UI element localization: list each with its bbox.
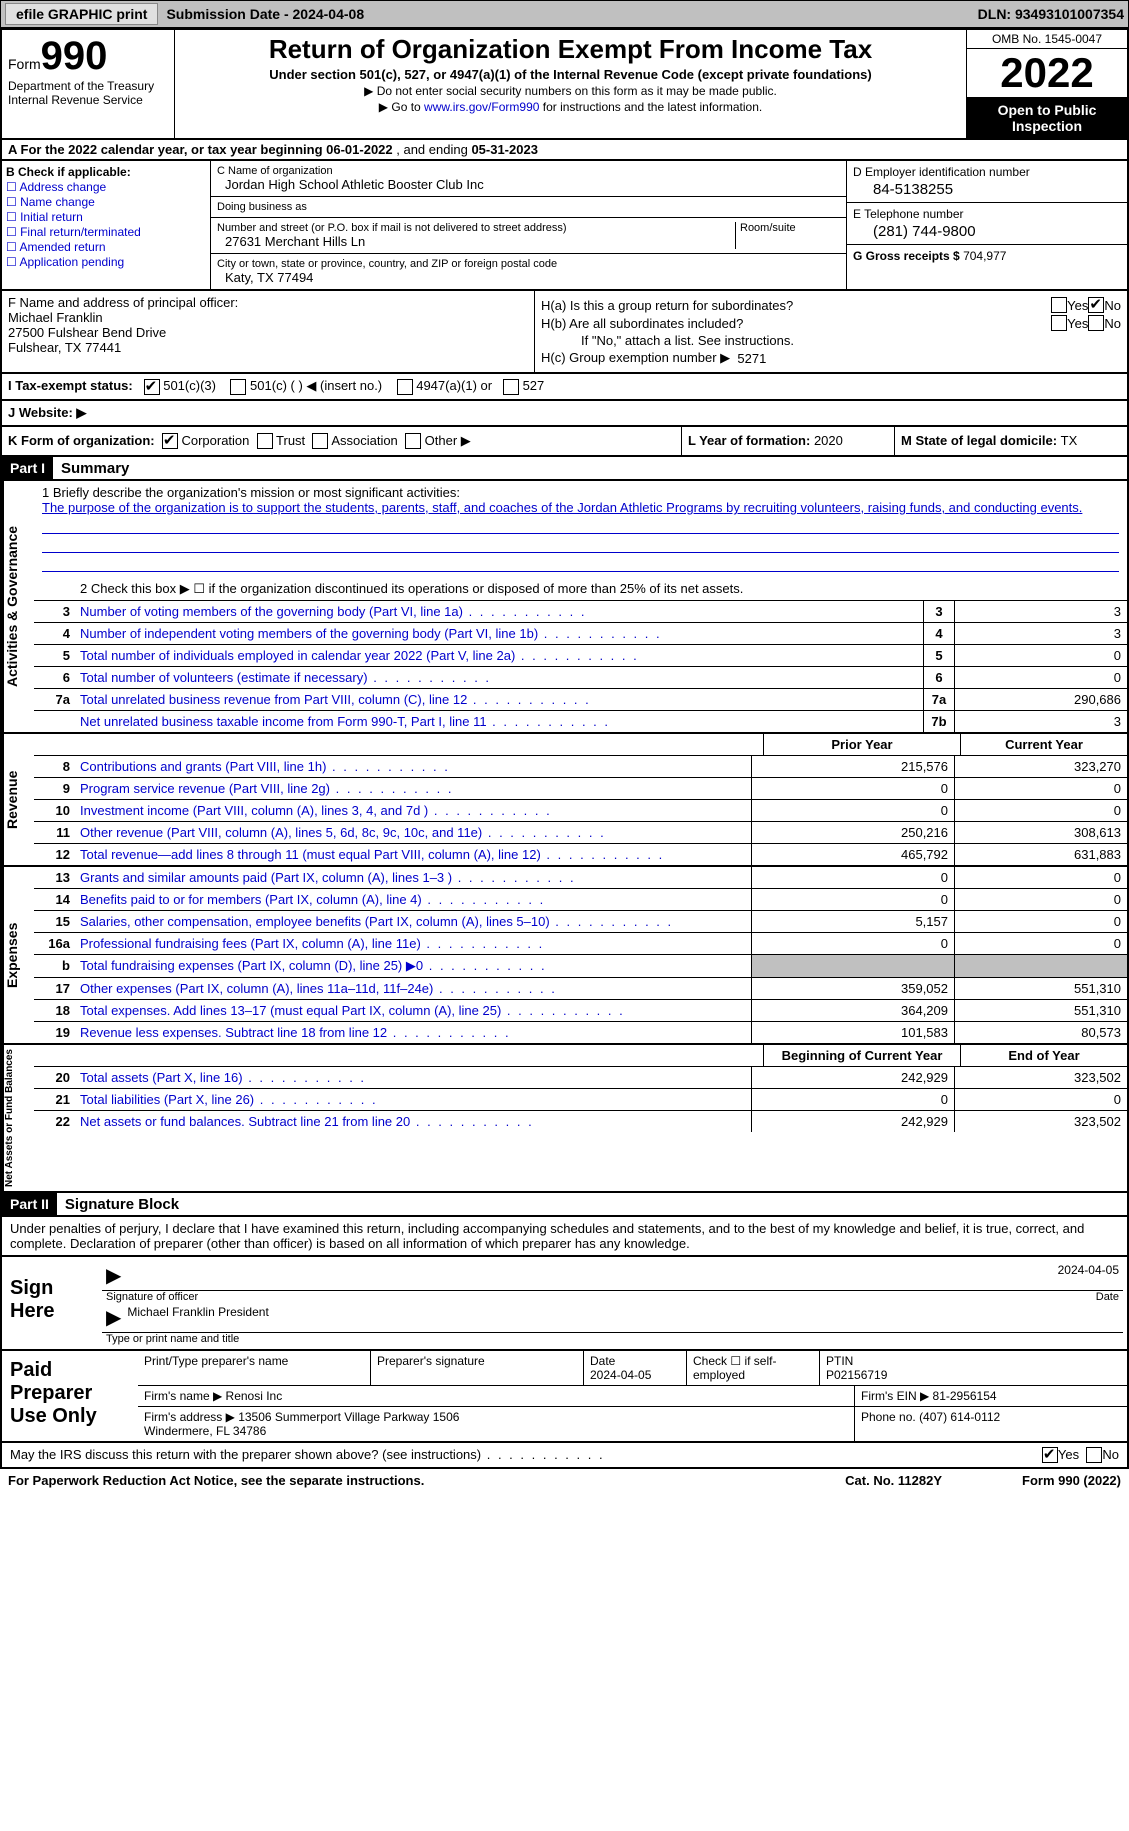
chk-4947[interactable] xyxy=(397,379,413,395)
part2-header: Part II xyxy=(2,1193,57,1215)
chk-address-change[interactable]: ☐ Address change xyxy=(6,180,206,194)
page-footer: For Paperwork Reduction Act Notice, see … xyxy=(0,1469,1129,1492)
col-de: D Employer identification number84-51382… xyxy=(846,161,1127,289)
efile-print-button[interactable]: efile GRAPHIC print xyxy=(5,3,158,25)
vtab-activities: Activities & Governance xyxy=(2,481,34,732)
chk-501c3[interactable] xyxy=(144,379,160,395)
org-city: Katy, TX 77494 xyxy=(225,270,840,285)
line2: 2 Check this box ▶ ☐ if the organization… xyxy=(76,578,1127,600)
org-name: Jordan High School Athletic Booster Club… xyxy=(225,177,840,192)
vtab-revenue: Revenue xyxy=(2,734,34,865)
col-c-org-info: C Name of organizationJordan High School… xyxy=(211,161,846,289)
form-number: Form990 xyxy=(8,34,168,79)
dln: DLN: 93493101007354 xyxy=(978,6,1124,22)
form-title: Return of Organization Exempt From Incom… xyxy=(179,34,962,65)
tax-year: 2022 xyxy=(967,49,1127,98)
irs-link[interactable]: www.irs.gov/Form990 xyxy=(424,100,539,114)
ha-no[interactable] xyxy=(1088,297,1104,313)
ein: 84-5138255 xyxy=(873,181,1121,198)
chk-final-return[interactable]: ☐ Final return/terminated xyxy=(6,225,206,239)
chk-501c[interactable] xyxy=(230,379,246,395)
col-f-officer: F Name and address of principal officer:… xyxy=(2,291,535,372)
vtab-expenses: Expenses xyxy=(2,867,34,1043)
mission: 1 Briefly describe the organization's mi… xyxy=(34,481,1127,578)
gross-receipts: 704,977 xyxy=(963,249,1006,263)
org-address: 27631 Merchant Hills Ln xyxy=(225,234,735,249)
officer-name: Michael Franklin President xyxy=(127,1305,268,1330)
chk-initial-return[interactable]: ☐ Initial return xyxy=(6,210,206,224)
row-i-tax-status: I Tax-exempt status: 501(c)(3) 501(c) ( … xyxy=(0,374,1129,401)
chk-amended-return[interactable]: ☐ Amended return xyxy=(6,240,206,254)
phone: (281) 744-9800 xyxy=(873,223,1121,240)
chk-application-pending[interactable]: ☐ Application pending xyxy=(6,255,206,269)
form-subtitle: Under section 501(c), 527, or 4947(a)(1)… xyxy=(179,67,962,82)
chk-name-change[interactable]: ☐ Name change xyxy=(6,195,206,209)
submission-date-label: Submission Date - 2024-04-08 xyxy=(166,6,364,22)
ha-yes[interactable] xyxy=(1051,297,1067,313)
chk-corp[interactable] xyxy=(162,433,178,449)
hb-yes[interactable] xyxy=(1051,315,1067,331)
row-a-calendar-year: A For the 2022 calendar year, or tax yea… xyxy=(0,140,1129,161)
omb-number: OMB No. 1545-0047 xyxy=(967,30,1127,49)
discuss-no[interactable] xyxy=(1086,1447,1102,1463)
dept-label: Department of the Treasury Internal Reve… xyxy=(8,79,168,107)
hb-no[interactable] xyxy=(1088,315,1104,331)
public-inspection: Open to Public Inspection xyxy=(967,98,1127,138)
sig-declaration: Under penalties of perjury, I declare th… xyxy=(0,1217,1129,1257)
chk-assoc[interactable] xyxy=(312,433,328,449)
form-note1: ▶ Do not enter social security numbers o… xyxy=(179,84,962,98)
col-h-group: H(a) Is this a group return for subordin… xyxy=(535,291,1127,372)
part1-header: Part I xyxy=(2,457,53,479)
chk-other[interactable] xyxy=(405,433,421,449)
paid-preparer: Paid Preparer Use Only Print/Type prepar… xyxy=(0,1351,1129,1443)
signature-block: Sign Here ▶2024-04-05 Signature of offic… xyxy=(0,1257,1129,1351)
top-toolbar: efile GRAPHIC print Submission Date - 20… xyxy=(0,0,1129,28)
vtab-netassets: Net Assets or Fund Balances xyxy=(2,1045,34,1191)
row-k-form-org: K Form of organization: Corporation Trus… xyxy=(0,427,1129,458)
chk-trust[interactable] xyxy=(257,433,273,449)
form-note2: ▶ Go to www.irs.gov/Form990 for instruct… xyxy=(179,100,962,114)
col-b-checkboxes: B Check if applicable: ☐ Address change … xyxy=(2,161,211,289)
discuss-row: May the IRS discuss this return with the… xyxy=(0,1443,1129,1469)
chk-527[interactable] xyxy=(503,379,519,395)
form-header: Form990 Department of the Treasury Inter… xyxy=(0,28,1129,140)
group-exemption: 5271 xyxy=(737,351,766,366)
row-j-website: J Website: ▶ xyxy=(0,401,1129,427)
discuss-yes[interactable] xyxy=(1042,1447,1058,1463)
